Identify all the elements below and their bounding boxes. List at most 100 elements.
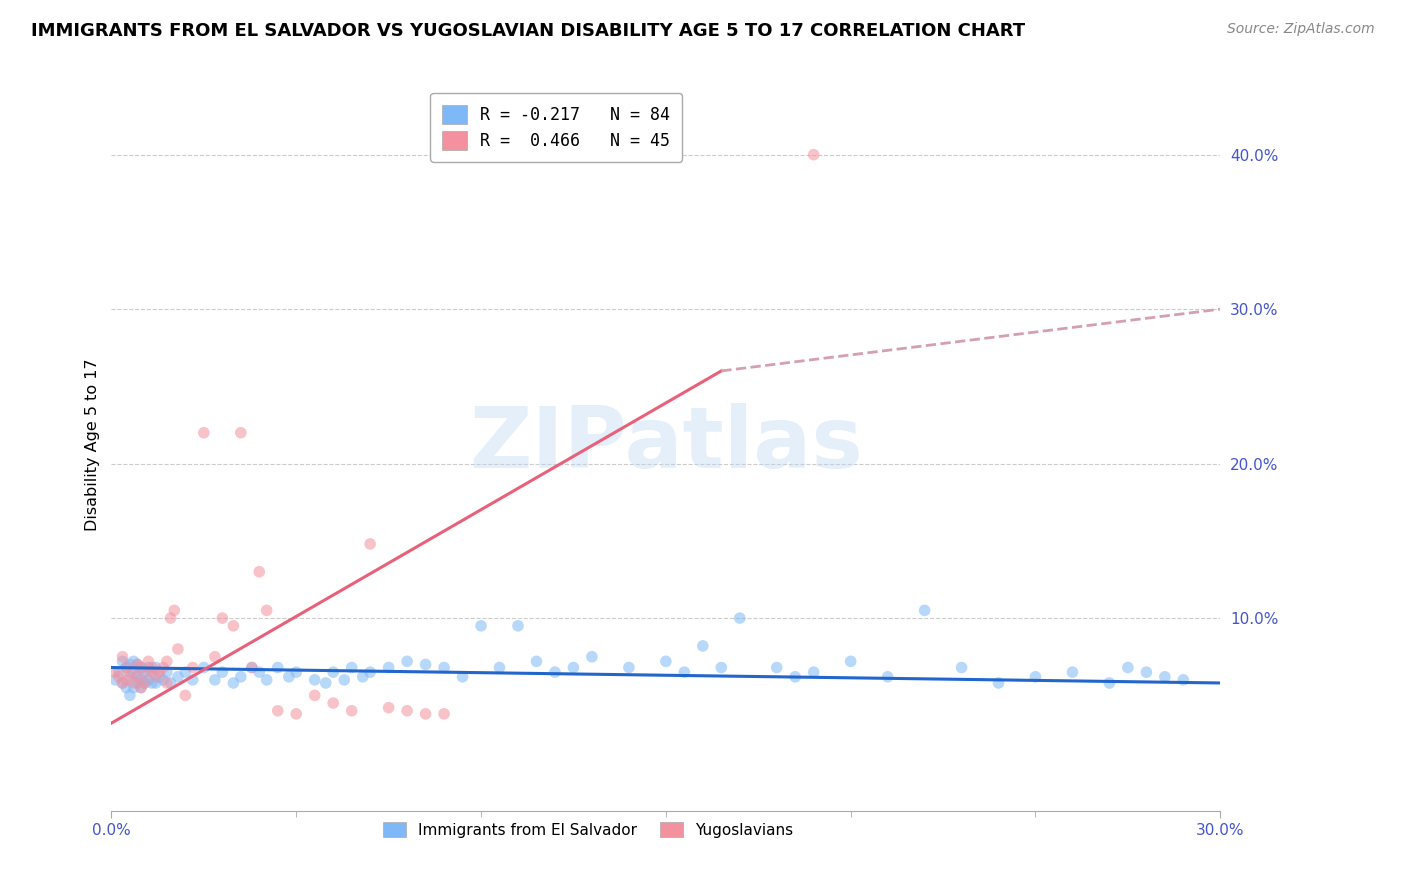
Point [138,660,160,674]
Point [134,676,156,690]
Point [839,654,862,668]
Point [544,665,567,680]
Point [415,706,437,721]
Point [156,665,179,680]
Point [1024,670,1046,684]
Point [267,660,290,674]
Text: ZIPatlas: ZIPatlas [470,403,863,486]
Point [204,649,226,664]
Point [396,654,419,668]
Point [785,670,807,684]
Point [692,639,714,653]
Point [1173,673,1195,687]
Point [562,660,585,674]
Point [138,673,160,687]
Point [322,696,344,710]
Point [1062,665,1084,680]
Point [256,603,278,617]
Point [1098,676,1121,690]
Point [118,665,141,680]
Point [167,670,190,684]
Point [163,603,186,617]
Point [333,673,356,687]
Point [256,673,278,687]
Point [352,670,374,684]
Point [617,660,640,674]
Point [229,670,252,684]
Point [141,665,163,680]
Point [581,649,603,664]
Point [950,660,973,674]
Point [129,681,152,695]
Point [229,425,252,440]
Point [104,665,127,680]
Point [118,689,141,703]
Point [240,660,263,674]
Point [211,665,233,680]
Point [141,660,163,674]
Point [152,673,174,687]
Point [433,660,456,674]
Point [728,611,751,625]
Text: IMMIGRANTS FROM EL SALVADOR VS YUGOSLAVIAN DISABILITY AGE 5 TO 17 CORRELATION CH: IMMIGRANTS FROM EL SALVADOR VS YUGOSLAVI… [31,22,1025,40]
Point [115,673,138,687]
Point [304,673,326,687]
Point [127,657,149,672]
Point [122,665,145,680]
Point [129,660,152,674]
Point [204,673,226,687]
Y-axis label: Disability Age 5 to 17: Disability Age 5 to 17 [86,358,100,531]
Point [193,660,215,674]
Point [134,665,156,680]
Point [803,147,825,161]
Point [159,676,181,690]
Point [174,689,197,703]
Point [506,619,529,633]
Point [111,654,134,668]
Point [174,665,197,680]
Point [247,665,270,680]
Point [107,670,129,684]
Point [765,660,787,674]
Point [803,665,825,680]
Point [148,665,170,680]
Point [277,670,299,684]
Point [304,689,326,703]
Text: Source: ZipAtlas.com: Source: ZipAtlas.com [1227,22,1375,37]
Point [145,660,167,674]
Point [876,670,898,684]
Point [377,660,399,674]
Point [122,676,145,690]
Point [987,676,1010,690]
Point [104,673,127,687]
Point [138,654,160,668]
Point [118,670,141,684]
Point [111,676,134,690]
Point [148,670,170,684]
Point [433,706,456,721]
Point [111,676,134,690]
Point [285,706,308,721]
Point [111,649,134,664]
Point [1116,660,1139,674]
Point [127,676,149,690]
Point [115,660,138,674]
Point [156,654,179,668]
Point [107,665,129,680]
Point [377,700,399,714]
Point [122,654,145,668]
Point [134,676,156,690]
Point [193,425,215,440]
Point [359,537,381,551]
Point [914,603,936,617]
Point [156,676,179,690]
Point [322,665,344,680]
Point [167,642,190,657]
Point [340,704,363,718]
Point [315,676,337,690]
Point [145,670,167,684]
Point [115,660,138,674]
Point [247,565,270,579]
Point [222,619,245,633]
Point [1153,670,1175,684]
